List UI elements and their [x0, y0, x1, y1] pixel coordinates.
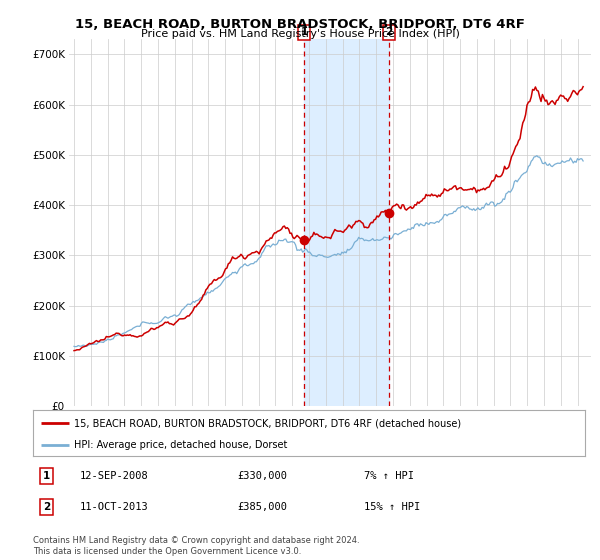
Text: HPI: Average price, detached house, Dorset: HPI: Average price, detached house, Dors… — [74, 440, 288, 450]
Text: 15% ↑ HPI: 15% ↑ HPI — [364, 502, 421, 512]
Text: £385,000: £385,000 — [237, 502, 287, 512]
Text: 2: 2 — [43, 502, 50, 512]
Bar — [304, 39, 389, 406]
Text: Contains HM Land Registry data © Crown copyright and database right 2024.
This d: Contains HM Land Registry data © Crown c… — [33, 536, 359, 556]
Text: 15, BEACH ROAD, BURTON BRADSTOCK, BRIDPORT, DT6 4RF (detached house): 15, BEACH ROAD, BURTON BRADSTOCK, BRIDPO… — [74, 418, 461, 428]
Text: 12-SEP-2008: 12-SEP-2008 — [80, 472, 149, 482]
Text: 1: 1 — [43, 472, 50, 482]
Text: £330,000: £330,000 — [237, 472, 287, 482]
Text: 2: 2 — [386, 27, 393, 38]
Text: 11-OCT-2013: 11-OCT-2013 — [80, 502, 149, 512]
Text: 15, BEACH ROAD, BURTON BRADSTOCK, BRIDPORT, DT6 4RF: 15, BEACH ROAD, BURTON BRADSTOCK, BRIDPO… — [75, 18, 525, 31]
Text: Price paid vs. HM Land Registry's House Price Index (HPI): Price paid vs. HM Land Registry's House … — [140, 29, 460, 39]
Text: 7% ↑ HPI: 7% ↑ HPI — [364, 472, 414, 482]
Text: 1: 1 — [301, 27, 308, 38]
